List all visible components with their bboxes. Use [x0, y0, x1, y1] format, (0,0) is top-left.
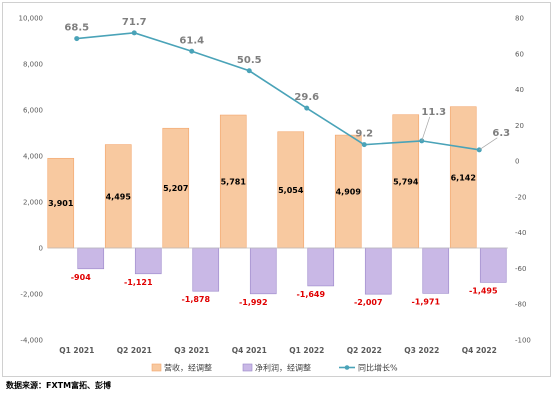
y-left-tick-label: 8,000: [23, 61, 43, 69]
y-left-tick-label: 0: [39, 245, 43, 253]
net-profit-data-label: -1,992: [239, 298, 268, 307]
source-note: 数据来源：FXTM富拓、彭博: [6, 381, 112, 390]
x-category-label: Q3 2021: [174, 346, 209, 355]
net-profit-bar: [134, 247, 162, 275]
y-right-tick-label: 20: [515, 122, 524, 130]
x-category-label: Q3 2022: [404, 346, 439, 355]
growth-data-label: 71.7: [122, 17, 147, 28]
net-profit-bar: [422, 247, 450, 294]
revenue-bar: [162, 127, 190, 249]
x-category-label: Q4 2021: [232, 346, 267, 355]
revenue-data-label: 3,901: [48, 199, 74, 208]
net-profit-data-label: -1,121: [124, 278, 153, 287]
revenue-data-label: 6,142: [451, 173, 476, 182]
legend-net-profit-swatch: [242, 363, 253, 372]
y-left-tick-label: 6,000: [23, 107, 43, 115]
net-profit-data-label: -1,878: [181, 295, 210, 304]
net-profit-bar: [77, 247, 105, 270]
net-profit-bar: [479, 247, 507, 283]
growth-leader-line: [421, 116, 431, 142]
revenue-data-label: 4,495: [106, 192, 132, 201]
x-category-label: Q1 2021: [59, 346, 94, 355]
y-left-tick-label: 10,000: [19, 15, 44, 23]
growth-data-label: 6.3: [492, 128, 510, 139]
legend-net-profit-label: 净利润，经调整: [255, 363, 311, 373]
legend-revenue-label: 营收，经调整: [164, 363, 212, 373]
x-category-label: Q2 2021: [117, 346, 152, 355]
net-profit-bar: [307, 247, 335, 287]
y-right-tick-label: -60: [515, 265, 526, 273]
legend-growth-label: 同比增长%: [358, 363, 398, 373]
y-left-tick-label: 4,000: [23, 153, 43, 161]
growth-point: [131, 30, 137, 36]
y-right-tick-label: -100: [515, 337, 531, 345]
growth-data-label: 61.4: [179, 35, 204, 46]
revenue-data-label: 5,207: [163, 184, 188, 193]
y-left-tick-label: -4,000: [20, 337, 43, 345]
y-left-tick-label: 2,000: [23, 199, 43, 207]
growth-point: [189, 48, 195, 54]
y-right-tick-label: 40: [515, 86, 524, 94]
net-profit-data-label: -1,495: [469, 286, 498, 295]
revenue-data-label: 5,781: [221, 178, 247, 187]
y-left-tick-label: -2,000: [20, 291, 43, 299]
revenue-bar: [219, 114, 247, 249]
net-profit-data-label: -2,007: [354, 298, 383, 307]
revenue-data-label: 5,054: [278, 186, 304, 195]
y-right-tick-label: -20: [515, 193, 526, 201]
revenue-bar: [104, 144, 132, 249]
growth-data-label: 29.6: [294, 92, 319, 103]
x-category-label: Q2 2022: [347, 346, 382, 355]
revenue-bar: [47, 157, 75, 249]
growth-point: [361, 142, 367, 148]
growth-point: [74, 36, 80, 42]
growth-data-label: 11.3: [421, 107, 446, 118]
revenue-bar: [277, 131, 305, 249]
growth-data-label: 68.5: [64, 23, 89, 34]
growth-data-label: 50.5: [237, 55, 262, 66]
y-right-tick-label: 80: [515, 15, 524, 23]
growth-point: [246, 68, 252, 74]
net-profit-bar: [192, 247, 220, 292]
x-category-label: Q1 2022: [289, 346, 324, 355]
growth-point: [304, 105, 310, 111]
net-profit-data-label: -1,649: [296, 290, 325, 299]
growth-data-label: 9.2: [355, 129, 373, 140]
legend-revenue-swatch: [151, 363, 162, 372]
net-profit-bar: [249, 247, 277, 295]
net-profit-bar: [364, 247, 392, 295]
revenue-data-label: 5,794: [393, 177, 419, 186]
net-profit-data-label: -904: [71, 273, 91, 282]
y-right-tick-label: 60: [515, 50, 524, 58]
growth-line: [76, 32, 480, 151]
y-right-tick-label: -40: [515, 229, 526, 237]
y-right-tick-label: 0: [515, 158, 519, 166]
y-right-tick-label: -80: [515, 301, 526, 309]
net-profit-data-label: -1,971: [411, 297, 440, 306]
revenue-bar: [392, 114, 420, 249]
growth-leader-line: [479, 137, 498, 151]
x-category-label: Q4 2022: [462, 346, 497, 355]
legend-growth-marker: [344, 365, 350, 370]
revenue-data-label: 4,909: [336, 188, 362, 197]
